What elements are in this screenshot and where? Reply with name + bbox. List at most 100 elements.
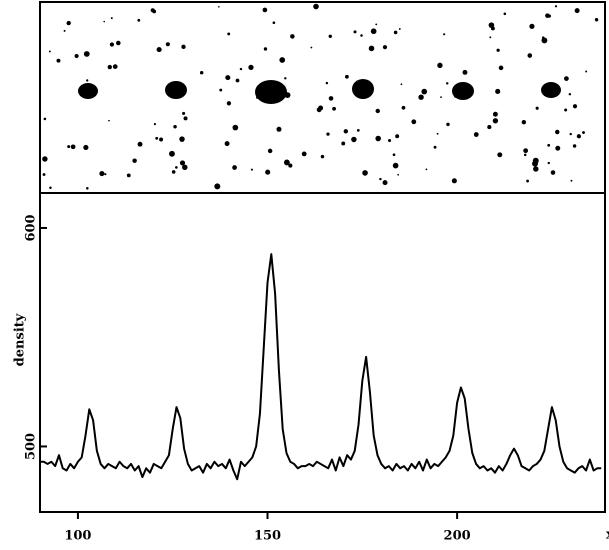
speckle bbox=[272, 21, 276, 25]
speckle bbox=[169, 150, 175, 157]
speckle bbox=[66, 20, 71, 26]
speckle bbox=[341, 141, 346, 146]
y-tick-label: 600 bbox=[24, 214, 39, 241]
speckle bbox=[214, 183, 221, 190]
speckle bbox=[421, 88, 428, 95]
speckle bbox=[362, 170, 368, 176]
speckle bbox=[521, 120, 527, 125]
speckle bbox=[276, 126, 282, 132]
speckle bbox=[375, 135, 381, 142]
speckle bbox=[183, 116, 188, 121]
speckle bbox=[555, 145, 561, 151]
speckle bbox=[487, 125, 492, 130]
speckle bbox=[489, 36, 492, 39]
speckle bbox=[436, 132, 439, 135]
speckle bbox=[235, 78, 240, 83]
speckle bbox=[400, 83, 403, 86]
speckle bbox=[290, 34, 295, 39]
speckle bbox=[49, 186, 52, 190]
speckle bbox=[328, 34, 332, 38]
speckle bbox=[225, 75, 231, 81]
speckle bbox=[63, 29, 66, 32]
speckle bbox=[263, 81, 266, 84]
speckle bbox=[392, 162, 399, 169]
speckle bbox=[564, 76, 569, 81]
speckle bbox=[451, 178, 457, 184]
speckle bbox=[153, 122, 157, 126]
speckle bbox=[83, 51, 90, 57]
speckle bbox=[379, 177, 382, 181]
x-tick-label: 200 bbox=[444, 529, 471, 544]
speckle bbox=[182, 164, 188, 171]
speckle bbox=[355, 88, 359, 92]
speckle bbox=[353, 30, 357, 34]
speckle bbox=[570, 179, 573, 182]
speckle bbox=[155, 136, 159, 140]
speckle bbox=[547, 161, 550, 165]
speckle bbox=[42, 173, 46, 176]
speckle bbox=[440, 96, 442, 99]
speckle bbox=[310, 46, 313, 49]
speckle bbox=[150, 8, 155, 13]
speckle bbox=[572, 104, 578, 109]
speckle bbox=[530, 25, 534, 29]
speckle bbox=[554, 5, 558, 8]
speckle bbox=[175, 166, 178, 169]
spot bbox=[78, 83, 98, 99]
speckle bbox=[375, 23, 378, 26]
speckle bbox=[437, 62, 443, 69]
speckle bbox=[263, 47, 268, 51]
speckle bbox=[446, 122, 450, 127]
speckle bbox=[171, 170, 176, 174]
speckle bbox=[375, 108, 380, 114]
speckle bbox=[445, 82, 449, 85]
speckle bbox=[326, 132, 330, 136]
speckle bbox=[279, 57, 286, 63]
speckle bbox=[523, 148, 529, 154]
speckle bbox=[159, 137, 164, 142]
speckle bbox=[219, 88, 223, 92]
speckle bbox=[182, 111, 186, 115]
speckle bbox=[533, 166, 539, 172]
speckle bbox=[56, 58, 61, 63]
speckle bbox=[332, 106, 336, 111]
x-tick-label: 100 bbox=[64, 529, 91, 544]
speckle bbox=[328, 96, 334, 101]
speckle bbox=[351, 136, 357, 143]
speckle bbox=[67, 145, 71, 149]
speckle bbox=[473, 132, 479, 137]
speckle bbox=[398, 28, 401, 30]
speckle bbox=[250, 168, 253, 171]
speckle bbox=[179, 136, 185, 142]
speckle bbox=[232, 124, 239, 131]
image-panel bbox=[39, 1, 606, 194]
x-tick-label: 150 bbox=[254, 529, 281, 544]
speckle bbox=[179, 160, 186, 166]
speckle bbox=[239, 67, 243, 71]
speckle bbox=[165, 42, 170, 47]
speckle bbox=[256, 96, 259, 99]
speckle bbox=[126, 173, 131, 178]
speckle bbox=[316, 107, 322, 113]
spot bbox=[541, 82, 561, 98]
speckle bbox=[181, 44, 186, 49]
speckle bbox=[495, 88, 501, 94]
speckle bbox=[550, 170, 556, 175]
speckle bbox=[313, 3, 319, 10]
speckle bbox=[345, 74, 349, 79]
speckle bbox=[283, 159, 290, 166]
speckle bbox=[535, 106, 539, 110]
speckle bbox=[199, 70, 204, 75]
spot bbox=[352, 79, 374, 99]
speckle bbox=[227, 32, 231, 36]
speckle bbox=[110, 17, 113, 20]
speckle bbox=[99, 170, 105, 177]
speckle bbox=[574, 8, 580, 14]
speckle bbox=[356, 128, 360, 132]
speckle bbox=[343, 129, 349, 134]
speckle bbox=[83, 144, 89, 151]
speckle bbox=[392, 153, 396, 157]
speckle bbox=[284, 92, 291, 99]
speckle bbox=[109, 42, 115, 47]
